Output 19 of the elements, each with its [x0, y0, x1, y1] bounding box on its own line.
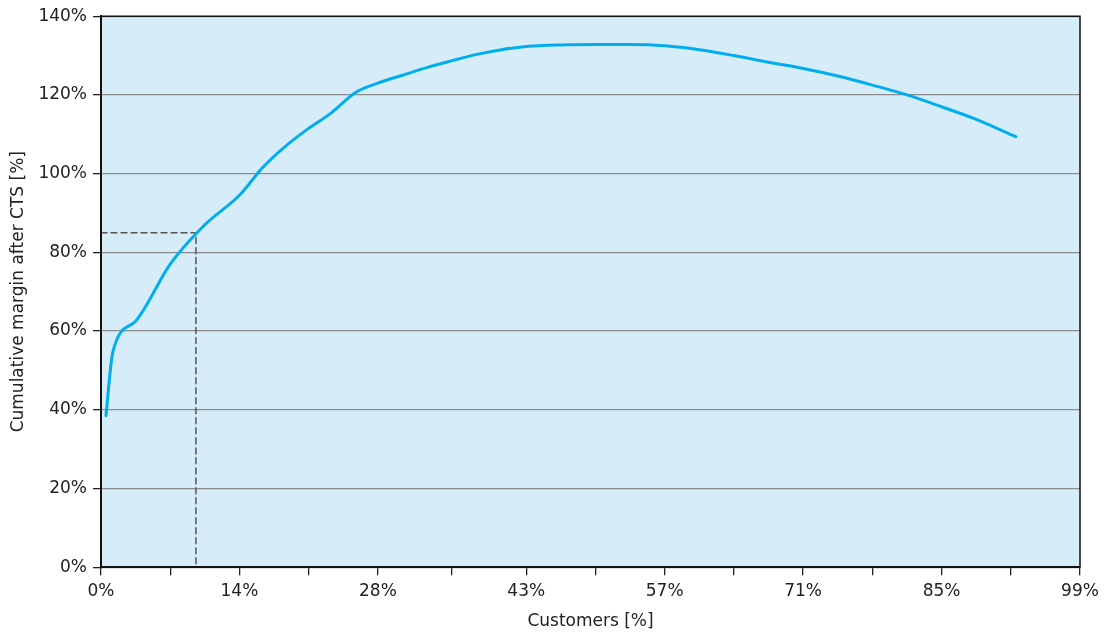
x-tick-label: 99%: [1061, 579, 1099, 600]
line-series: [104, 43, 1018, 418]
y-tick-label: 120%: [38, 83, 87, 104]
y-tick-label: 20%: [49, 476, 87, 497]
x-tick-label: 71%: [784, 579, 823, 600]
y-tick-label: 140%: [38, 4, 87, 25]
x-axis-title: Customers [%]: [527, 610, 654, 631]
y-tick-label: 60%: [49, 319, 87, 340]
y-tick-label: 0%: [60, 555, 87, 576]
x-tick-label: 28%: [358, 579, 397, 600]
y-tick-label: 40%: [49, 398, 87, 419]
x-tick-label: 43%: [507, 579, 546, 600]
x-tick-label: 0%: [87, 579, 115, 600]
x-tick-label: 85%: [922, 579, 961, 600]
y-axis-title: Cumulative margin after CTS [%]: [6, 151, 27, 433]
x-tick-label: 57%: [645, 579, 684, 600]
x-tick-label: 14%: [220, 579, 259, 600]
y-tick-label: 80%: [49, 240, 87, 261]
y-tick-label: 100%: [38, 162, 87, 183]
